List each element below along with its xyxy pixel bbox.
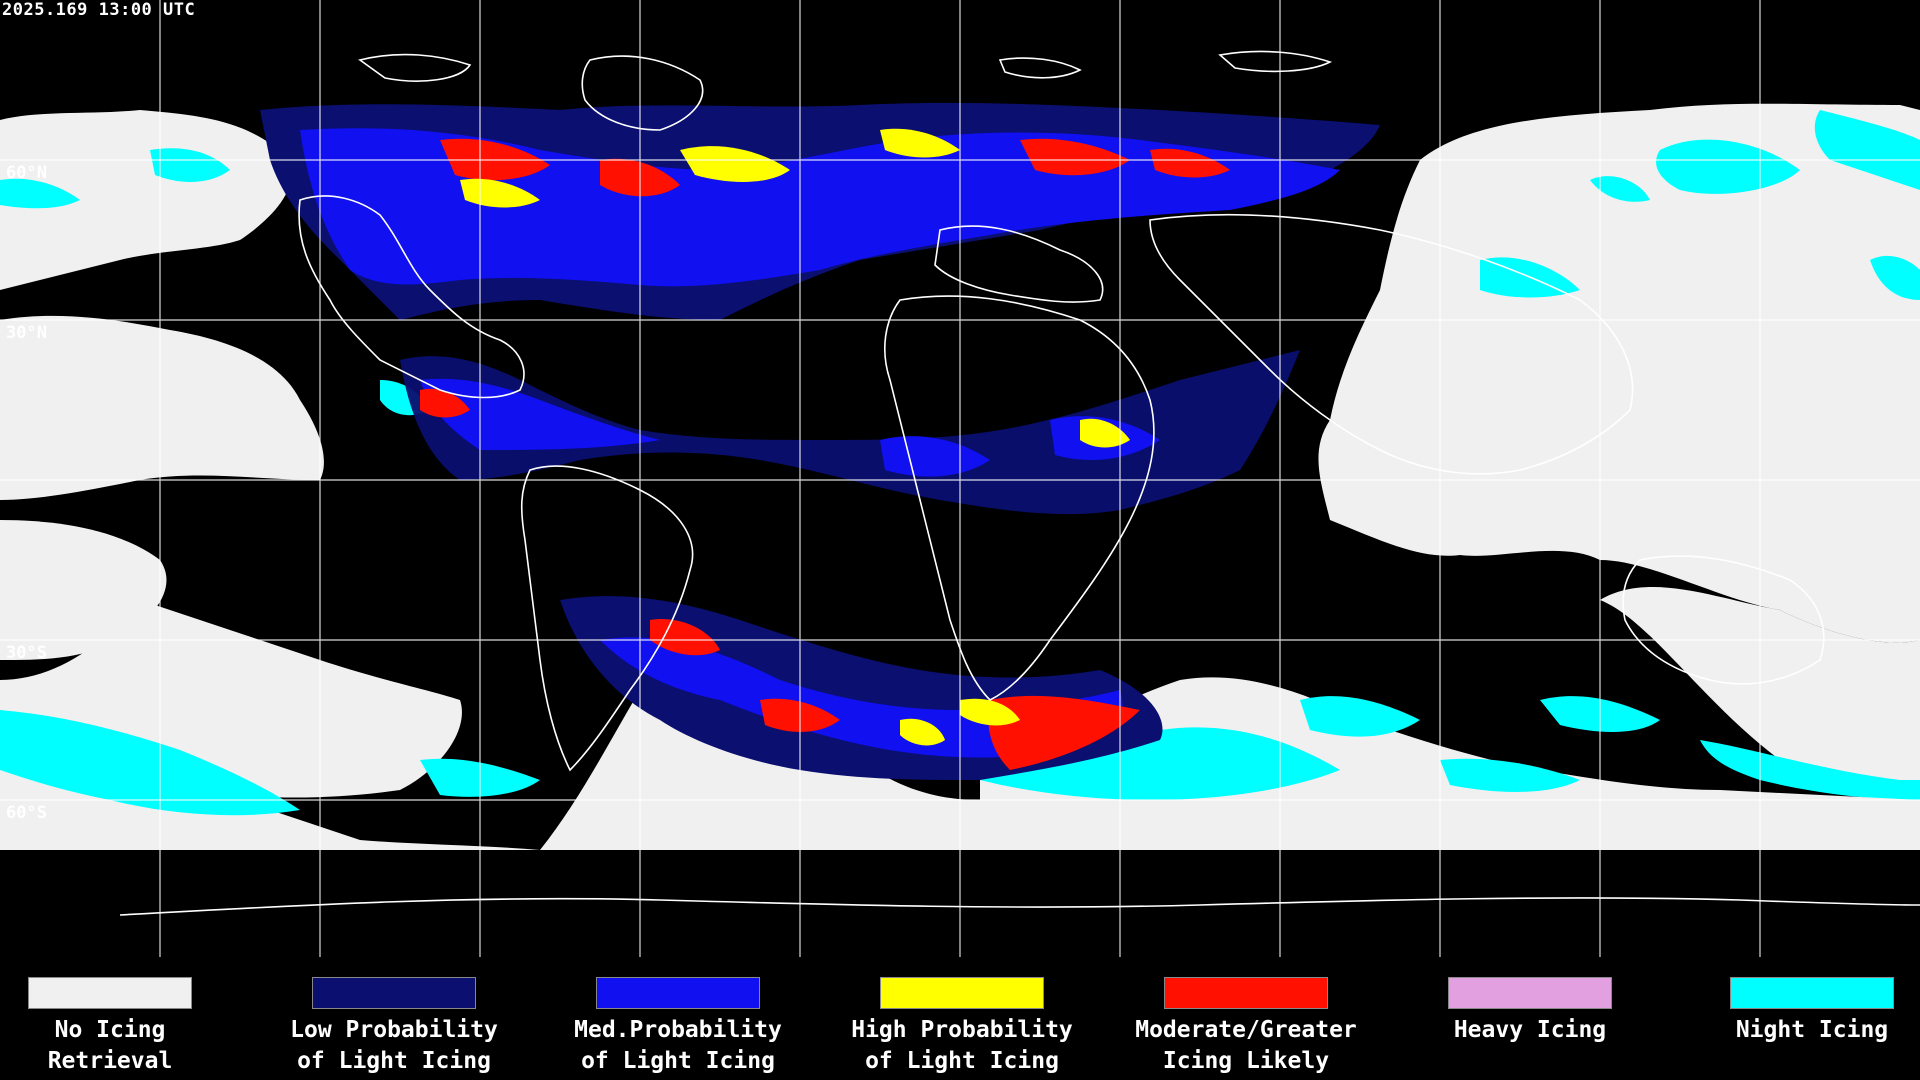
- icing-map: [0, 0, 1920, 957]
- legend-label-night: Night Icing: [1735, 1017, 1889, 1043]
- legend-swatch-moderate: [1164, 977, 1328, 1009]
- legend-label-no-icing: No Icing Retrieval: [47, 1017, 173, 1074]
- coastlines: [119, 50, 1920, 916]
- legend-label-moderate: Moderate/Greater Icing Likely: [1135, 1017, 1357, 1074]
- legend-item-high-prob: High Probability of Light Icing: [820, 977, 1104, 1077]
- legend-label-high-prob: High Probability of Light Icing: [851, 1017, 1073, 1074]
- no-icing-region-west: [0, 110, 540, 850]
- legend-swatch-no-icing: [28, 977, 192, 1009]
- legend-label-med-prob: Med.Probability of Light Icing: [574, 1017, 782, 1074]
- lat-lon-grid: [0, 0, 1920, 957]
- lat-label-30n: 30°N: [6, 323, 47, 343]
- legend-item-no-icing: No Icing Retrieval: [0, 977, 252, 1077]
- lat-label-60s: 60°S: [6, 803, 47, 823]
- timestamp-label: 2025.169 13:00 UTC: [2, 0, 196, 20]
- lat-label-60n: 60°N: [6, 163, 47, 183]
- legend: No Icing Retrieval Low Probability of Li…: [0, 957, 1920, 1080]
- legend-swatch-low-prob: [312, 977, 476, 1009]
- legend-swatch-med-prob: [596, 977, 760, 1009]
- legend-label-low-prob: Low Probability of Light Icing: [290, 1017, 498, 1074]
- legend-item-low-prob: Low Probability of Light Icing: [252, 977, 536, 1077]
- legend-item-med-prob: Med.Probability of Light Icing: [536, 977, 820, 1077]
- legend-swatch-heavy: [1448, 977, 1612, 1009]
- icing-field-north: [260, 102, 1380, 321]
- lat-label-30s: 30°S: [6, 643, 47, 663]
- legend-label-heavy: Heavy Icing: [1453, 1017, 1607, 1043]
- legend-item-moderate: Moderate/Greater Icing Likely: [1104, 977, 1388, 1077]
- legend-swatch-high-prob: [880, 977, 1044, 1009]
- legend-item-heavy: Heavy Icing: [1388, 977, 1672, 1046]
- legend-item-night: Night Icing: [1670, 977, 1920, 1046]
- no-icing-region-south: [540, 677, 1920, 850]
- icing-field-south: [560, 596, 1163, 780]
- legend-swatch-night: [1730, 977, 1894, 1009]
